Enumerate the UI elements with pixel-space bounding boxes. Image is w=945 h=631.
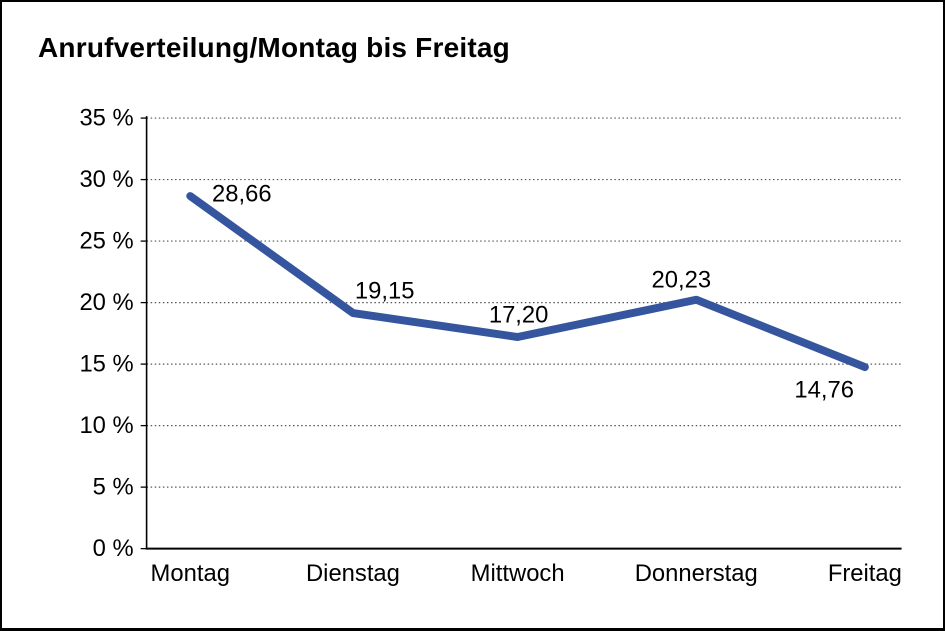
y-axis-label: 5 %: [93, 474, 134, 501]
data-label: 14,76: [794, 376, 854, 403]
x-axis-label: Freitag: [828, 560, 902, 587]
series-line: [186, 192, 869, 372]
data-label: 28,66: [212, 181, 272, 208]
data-label: 20,23: [652, 266, 712, 293]
data-label: 19,15: [355, 278, 415, 305]
data-label: 17,20: [489, 302, 549, 329]
y-axis-label: 25 %: [79, 228, 133, 255]
y-axis-label: 35 %: [79, 105, 133, 132]
y-axis-label: 0 %: [93, 535, 134, 562]
x-axis-label: Dienstag: [306, 560, 400, 587]
x-axis-label: Mittwoch: [471, 560, 565, 587]
y-axis-label: 30 %: [79, 166, 133, 193]
x-axis-label: Donnerstag: [635, 560, 758, 587]
x-axis-label: Montag: [151, 560, 230, 587]
chart-title: Anrufverteilung/Montag bis Freitag: [38, 32, 510, 63]
y-axis-label: 20 %: [79, 289, 133, 316]
y-axis-label: 15 %: [79, 351, 133, 378]
y-axis-label: 10 %: [79, 412, 133, 439]
